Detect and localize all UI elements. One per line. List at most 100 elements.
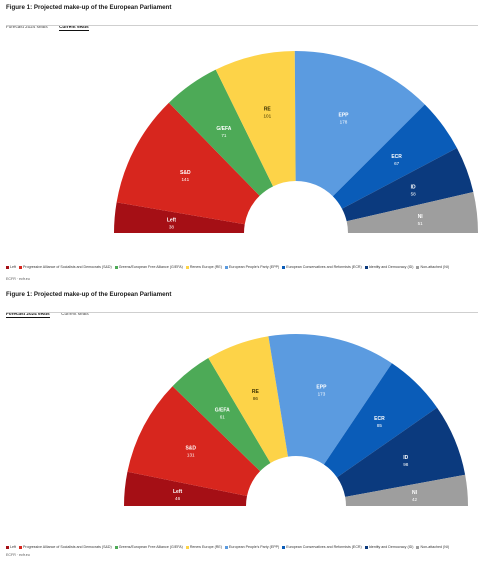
legend-swatch (6, 265, 9, 269)
legend-item: Non-attached (NI) (416, 264, 449, 270)
segment-value: 98 (403, 462, 409, 467)
tab-current-seats[interactable]: Current seats (61, 311, 89, 316)
seat-segment-re (215, 51, 296, 187)
seat-segment-id (337, 407, 466, 497)
segment-label: ID (411, 184, 416, 190)
legend-swatch (224, 265, 228, 269)
legend-item: European Conservatives and Reformists (E… (282, 544, 362, 550)
seat-segment-ni (346, 191, 478, 233)
legend-item: European People's Party (EPP) (224, 264, 279, 270)
legend-item: Left (6, 544, 16, 550)
chart-source: ECFR · ecfr.eu (6, 553, 30, 557)
legend-item: Greens/European Free Alliance (G/EFA) (114, 264, 183, 270)
legend-item: Left (6, 264, 16, 270)
tab-bar: Forecast 2024 seats Current seats (6, 15, 96, 31)
legend-swatch (185, 265, 189, 269)
segment-label: ID (403, 455, 408, 461)
segment-value: 178 (340, 119, 348, 124)
legend-swatch (416, 265, 420, 269)
legend-item: Renew Europe (RE) (185, 264, 222, 270)
legend-swatch (19, 265, 22, 269)
legend-swatch (185, 545, 189, 549)
segment-value: 67 (394, 161, 400, 166)
tab-forecast-2024-seats[interactable]: Forecast 2024 seats (6, 24, 48, 29)
legend-item: Renew Europe (RE) (185, 544, 222, 550)
legend-label: Renew Europe (RE) (189, 265, 222, 269)
seat-segment-ni (345, 474, 468, 506)
legend-label: Identity and Democracy (ID) (368, 545, 414, 549)
legend-swatch (114, 545, 118, 549)
segment-value: 101 (263, 113, 271, 118)
chart-legend: Left Progressive Alliance of Socialists a… (6, 544, 478, 550)
segment-value: 173 (318, 392, 326, 397)
legend-swatch (282, 545, 286, 549)
chart-legend: Left Progressive Alliance of Socialists a… (6, 264, 478, 270)
seat-segment-ecr (332, 104, 457, 209)
legend-label: Progressive Alliance of Socialists and D… (23, 545, 112, 549)
legend-swatch (224, 545, 228, 549)
figure-title: Figure 1: Projected make-up of the Europ… (6, 4, 172, 11)
seat-segment-id (341, 148, 474, 222)
segment-label: ECR (391, 154, 402, 160)
legend-item: Greens/European Free Alliance (G/EFA) (114, 544, 183, 550)
segment-label: Left (173, 489, 183, 495)
legend-item: Identity and Democracy (ID) (364, 544, 414, 550)
seat-segment-g-efa (172, 358, 271, 472)
legend-label: Progressive Alliance of Socialists and D… (23, 265, 112, 269)
figure-title: Figure 1: Projected make-up of the Europ… (6, 291, 172, 298)
legend-item: Progressive Alliance of Socialists and D… (19, 264, 112, 270)
segment-label: G/EFA (215, 408, 230, 414)
seat-segment-s-d (116, 102, 260, 225)
segment-label: RE (252, 389, 260, 395)
legend-swatch (19, 545, 22, 549)
segment-label: Left (167, 217, 177, 223)
legend-label: European Conservatives and Reformists (E… (286, 545, 362, 549)
segment-value: 85 (377, 423, 383, 428)
legend-label: Greens/European Free Alliance (G/EFA) (118, 545, 183, 549)
legend-swatch (416, 545, 420, 549)
legend-swatch (364, 265, 368, 269)
segment-label: ECR (374, 416, 385, 422)
figure-panel-current: Figure 1: Projected make-up of the Europ… (6, 4, 478, 281)
seat-segment-epp (268, 334, 392, 465)
legend-swatch (114, 265, 118, 269)
segment-value: 58 (411, 191, 417, 196)
tab-bar: Forecast 2024 seats Current seats (6, 302, 96, 318)
seat-segment-g-efa (168, 69, 274, 196)
figure-panel-forecast: Figure 1: Projected make-up of the Europ… (0, 287, 484, 561)
legend-item: European Conservatives and Reformists (E… (282, 264, 362, 270)
segment-value: 51 (418, 221, 424, 226)
legend-item: Non-attached (NI) (416, 544, 449, 550)
segment-label: EPP (316, 385, 327, 391)
legend-label: Greens/European Free Alliance (G/EFA) (118, 265, 183, 269)
legend-label: European People's Party (EPP) (228, 545, 280, 549)
legend-swatch (282, 265, 286, 269)
segment-value: 46 (175, 496, 181, 501)
legend-swatch (364, 545, 368, 549)
seat-segment-ecr (323, 363, 438, 478)
segment-value: 141 (181, 177, 189, 182)
legend-label: Identity and Democracy (ID) (368, 265, 414, 269)
tab-forecast-2024-seats[interactable]: Forecast 2024 seats (6, 311, 50, 318)
segment-value: 86 (253, 396, 259, 401)
legend-label: Renew Europe (RE) (189, 545, 222, 549)
legend-label: Non-attached (NI) (420, 265, 450, 269)
segment-label: RE (264, 106, 272, 112)
legend-item: Identity and Democracy (ID) (364, 264, 414, 270)
chart-source: ECFR · ecfr.eu (6, 277, 30, 281)
legend-item: Progressive Alliance of Socialists and D… (19, 544, 112, 550)
seat-segment-left (114, 202, 245, 233)
legend-label: Non-attached (NI) (420, 545, 450, 549)
segment-label: EPP (339, 112, 350, 118)
seat-segment-left (124, 471, 247, 506)
segment-label: S&D (185, 446, 196, 452)
seat-segment-s-d (127, 386, 261, 497)
segment-value: 131 (187, 453, 195, 458)
segment-label: NI (418, 214, 424, 220)
tab-current-seats[interactable]: Current seats (59, 24, 89, 31)
segment-label: S&D (180, 170, 191, 176)
legend-label: Left (10, 545, 16, 549)
tab-divider (6, 25, 478, 26)
